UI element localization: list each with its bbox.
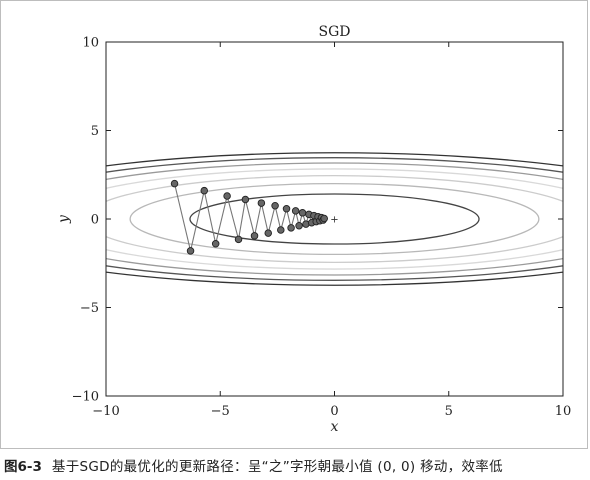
- sgd-point: [186, 247, 195, 255]
- x-tick-label: −5: [211, 404, 230, 419]
- sgd-point: [264, 229, 272, 237]
- sgd-point: [320, 214, 328, 223]
- contour-line-1: [189, 193, 480, 245]
- sgd-point: [223, 192, 231, 200]
- sgd-point: [234, 235, 243, 244]
- y-tick-label: −5: [80, 301, 99, 316]
- sgd-point: [277, 226, 285, 234]
- y-axis-label: y: [56, 214, 72, 224]
- sgd-point: [291, 207, 300, 215]
- sgd-point: [295, 221, 303, 230]
- minimum-plus-marker: +: [330, 215, 338, 226]
- contour-line-6: [106, 157, 563, 281]
- contour-lines: [106, 152, 563, 286]
- optimization-path: [174, 183, 325, 251]
- y-tick-label: −10: [72, 390, 99, 405]
- sgd-path-line: [174, 183, 325, 251]
- minimum-marker: +: [330, 215, 338, 226]
- y-tick-label: 5: [91, 124, 99, 139]
- caption-text: 基于SGD的最优化的更新路径：呈“之”字形朝最小值 (0, 0) 移动，效率低: [51, 459, 503, 475]
- sgd-point: [298, 209, 307, 217]
- sgd-point: [211, 240, 220, 248]
- y-tick-label: 0: [91, 213, 99, 228]
- x-axis-ticks: −10 −5 0 5 10: [92, 42, 571, 419]
- sgd-point: [170, 179, 179, 188]
- contour-line-2: [129, 182, 540, 256]
- x-tick-label: 0: [330, 404, 338, 419]
- x-tick-label: 5: [445, 404, 453, 419]
- x-tick-label: 10: [555, 404, 572, 419]
- contour-line-5: [106, 162, 563, 276]
- contour-line-3: [106, 175, 563, 263]
- contour-line-7: [106, 152, 563, 286]
- figure-caption: 图6-3 基于SGD的最优化的更新路径：呈“之”字形朝最小值 (0, 0) 移动，…: [4, 456, 588, 478]
- x-tick-label: −10: [92, 404, 119, 419]
- sgd-point: [200, 186, 209, 195]
- chart-title: SGD: [319, 24, 351, 40]
- contour-line-4: [106, 168, 563, 270]
- sgd-point: [241, 195, 250, 204]
- sgd-contour-chart: + −10 −5 0 5 10 −10 −5 0 5 10 SGD x y: [56, 24, 571, 435]
- sgd-point: [287, 224, 295, 232]
- sgd-point: [257, 199, 266, 207]
- y-tick-label: 10: [82, 36, 99, 51]
- x-axis-label: x: [331, 419, 339, 435]
- optimization-points: [170, 179, 328, 255]
- figure-number: 图6-3: [4, 459, 42, 475]
- sgd-point: [282, 204, 291, 213]
- y-axis-ticks: −10 −5 0 5 10: [72, 36, 563, 405]
- sgd-point: [271, 201, 279, 210]
- sgd-point: [250, 232, 259, 240]
